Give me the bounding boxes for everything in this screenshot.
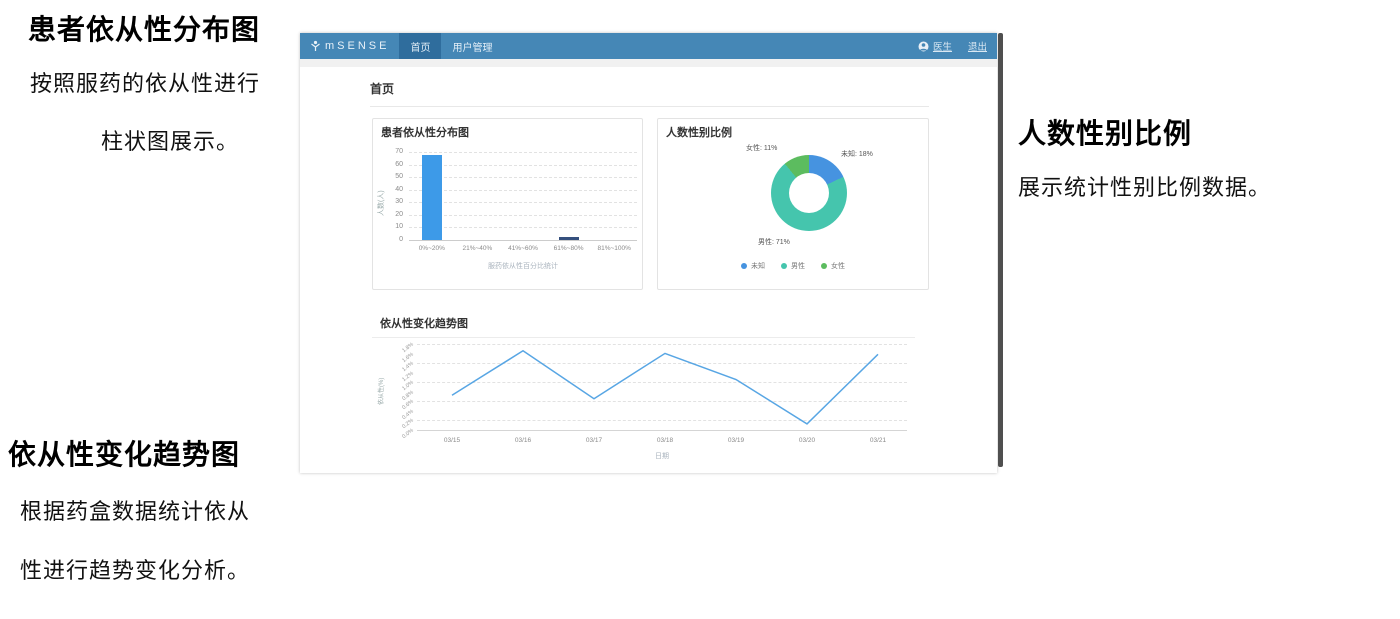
annotation-line-chart-title: 依从性变化趋势图 — [8, 439, 241, 470]
line-x-tick: 03/20 — [798, 437, 816, 444]
line-y-axis-title: 依从性(%) — [379, 377, 385, 405]
bar-gridline — [409, 152, 637, 153]
legend-item-女性[interactable]: 女性 — [821, 261, 845, 271]
pie-legend: 未知 男性 女性 — [658, 261, 928, 271]
annotation-bar-chart-line2: 柱状图展示。 — [101, 129, 240, 154]
bar-x-axis-title: 服药依从性百分比统计 — [488, 263, 558, 270]
legend-label: 女性 — [831, 263, 845, 270]
navbar: mSENSE 首页 用户管理 医生 退出 — [300, 33, 997, 59]
bar-y-axis-title: 人数(人) — [378, 190, 385, 216]
nav-tab-home[interactable]: 首页 — [399, 33, 442, 59]
brand-icon — [311, 40, 320, 51]
bar-0%~20% — [421, 155, 442, 240]
bar-gridline — [409, 189, 637, 191]
line-chart-title: 依从性变化趋势图 — [380, 318, 468, 330]
line-x-tick: 03/21 — [869, 437, 887, 444]
page-title: 首页 — [370, 82, 395, 96]
bar-y-tick: 20 — [395, 210, 403, 218]
line-x-tick: 03/18 — [656, 437, 674, 444]
legend-dot-icon — [821, 263, 827, 269]
logout-label: 退出 — [967, 42, 987, 53]
annotation-line-chart-line1: 根据药盒数据统计依从 — [20, 499, 251, 524]
annotation-pie-chart-title: 人数性别比例 — [1018, 118, 1193, 149]
line-x-tick: 03/16 — [514, 437, 532, 444]
nav-tab-user-management[interactable]: 用户管理 — [452, 42, 493, 54]
bar-y-tick: 0 — [399, 236, 403, 243]
bar-gridline — [409, 164, 637, 166]
annotation-pie-chart-line1: 展示统计性别比例数据。 — [1018, 175, 1272, 200]
bar-gridline — [409, 214, 637, 216]
line-x-axis — [417, 430, 907, 431]
bar-y-tick: 30 — [395, 198, 403, 206]
legend-label: 男性 — [791, 263, 805, 270]
line-gridline — [417, 363, 907, 365]
pie-label-未知: 未知: 18% — [841, 151, 873, 158]
bar-x-tick: 41%~60% — [508, 245, 538, 252]
bar-x-tick: 61%~80% — [553, 245, 584, 252]
bar-y-tick: 60 — [395, 160, 403, 168]
line-x-tick: 03/15 — [443, 437, 461, 444]
donut-chart — [771, 155, 847, 231]
bar-61%~80% — [558, 237, 579, 240]
annotation-bar-chart-title: 患者依从性分布图 — [28, 14, 261, 45]
line-chart-panel: 依从性变化趋势图 1.8% 1.6% 1.4% 1.2% 1.0% 0.8% 0.6% 0.4… — [372, 310, 915, 466]
bar-gridline — [409, 177, 637, 179]
legend-item-男性[interactable]: 男性 — [781, 261, 805, 271]
bar-y-tick: 70 — [395, 148, 403, 155]
legend-label: 未知 — [751, 263, 765, 270]
legend-item-未知[interactable]: 未知 — [741, 261, 765, 271]
user-menu[interactable]: 医生 — [918, 39, 952, 53]
annotation-bar-chart-line1: 按照服药的依从性进行 — [30, 71, 261, 96]
line-x-tick: 03/19 — [727, 437, 745, 444]
legend-dot-icon — [781, 263, 787, 269]
line-gridline — [417, 401, 907, 403]
pie-label-女性: 女性: 11% — [746, 145, 778, 152]
divider — [372, 337, 915, 338]
bar-chart-title: 患者依从性分布图 — [381, 127, 469, 139]
line-gridline — [417, 344, 907, 345]
main-content: 首页 患者依从性分布图 70 60 50 40 30 20 10 0 0%~20% 21%~40%… — [300, 67, 997, 473]
nav-tabs: 首页 用户管理 — [399, 33, 503, 59]
trend-line — [451, 349, 879, 425]
line-gridline — [417, 382, 907, 384]
logout-link[interactable]: 退出 — [968, 39, 987, 53]
window-scrollbar[interactable] — [998, 33, 1003, 467]
bar-gridline — [409, 202, 637, 204]
divider — [370, 106, 929, 107]
bar-gridline — [409, 227, 637, 229]
bar-y-tick: 40 — [395, 185, 403, 193]
navbar-shadow — [300, 59, 997, 67]
bar-y-tick: 10 — [395, 223, 403, 231]
legend-dot-icon — [741, 263, 747, 269]
donut-hole — [789, 173, 829, 213]
line-x-tick: 03/17 — [585, 437, 603, 444]
bar-x-tick: 21%~40% — [462, 245, 493, 252]
bar-y-tick: 50 — [395, 173, 403, 181]
line-gridline — [417, 420, 907, 422]
bar-x-axis — [409, 240, 637, 241]
pie-chart-panel: 人数性别比例 未知: 18% 男性: 71% 女性: 11% 未知 男性 女性 — [657, 118, 929, 290]
app-window: mSENSE 首页 用户管理 医生 退出 首页 患者依从性分布图 70 60 50 4 — [300, 33, 997, 473]
bar-x-tick: 0%~20% — [418, 245, 445, 252]
bar-x-tick: 81%~100% — [597, 245, 631, 252]
user-avatar-icon — [918, 41, 929, 51]
annotation-line-chart-line2: 性进行趋势变化分析。 — [20, 558, 251, 583]
line-x-axis-title: 日期 — [655, 453, 669, 460]
pie-label-男性: 男性: 71% — [758, 239, 790, 246]
pie-chart-title: 人数性别比例 — [666, 127, 732, 139]
nav-right: 医生 退出 — [908, 33, 997, 59]
user-label: 医生 — [932, 42, 952, 53]
bar-chart-panel: 患者依从性分布图 70 60 50 40 30 20 10 0 0%~20% 21%~40% 41%… — [372, 118, 643, 290]
brand: mSENSE — [300, 33, 399, 59]
brand-label: mSENSE — [325, 40, 390, 52]
